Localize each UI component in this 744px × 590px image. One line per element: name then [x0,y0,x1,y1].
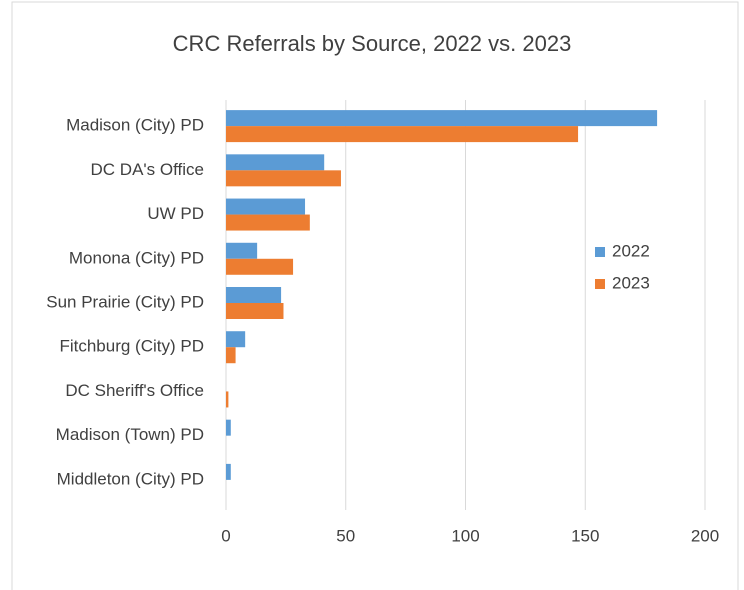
y-tick-label: Middleton (City) PD [57,469,204,488]
y-tick-label: DC Sheriff's Office [65,381,204,400]
bar [226,258,294,275]
bar [226,198,306,215]
bar [226,331,246,348]
chart-title: CRC Referrals by Source, 2022 vs. 2023 [173,31,572,56]
y-tick-label: UW PD [147,204,204,223]
y-tick-label: Sun Prairie (City) PD [46,292,204,311]
y-tick-label: Madison (Town) PD [56,425,204,444]
legend-label: 2023 [612,273,650,292]
bar [226,419,231,436]
bar [226,242,258,259]
x-tick-label: 200 [691,526,719,545]
y-tick-label: Monona (City) PD [69,248,204,267]
bar [226,303,284,319]
y-tick-label: Fitchburg (City) PD [59,337,204,356]
x-tick-label: 50 [336,526,355,545]
x-tick-label: 150 [571,526,599,545]
x-tick-label: 100 [451,526,479,545]
legend-swatch [595,247,605,257]
bar [226,110,658,127]
legend-label: 2022 [612,241,650,260]
bar [226,214,310,231]
y-tick-label: Madison (City) PD [66,116,204,135]
x-tick-label: 0 [221,526,230,545]
legend-swatch [595,279,605,289]
bar [226,154,325,171]
y-tick-label: DC DA's Office [91,160,204,179]
bar [226,287,282,303]
bar [226,126,579,143]
bar [226,391,229,408]
bar [226,170,341,187]
bar [226,463,231,480]
chart-frame [11,1,739,590]
bar [226,347,236,364]
